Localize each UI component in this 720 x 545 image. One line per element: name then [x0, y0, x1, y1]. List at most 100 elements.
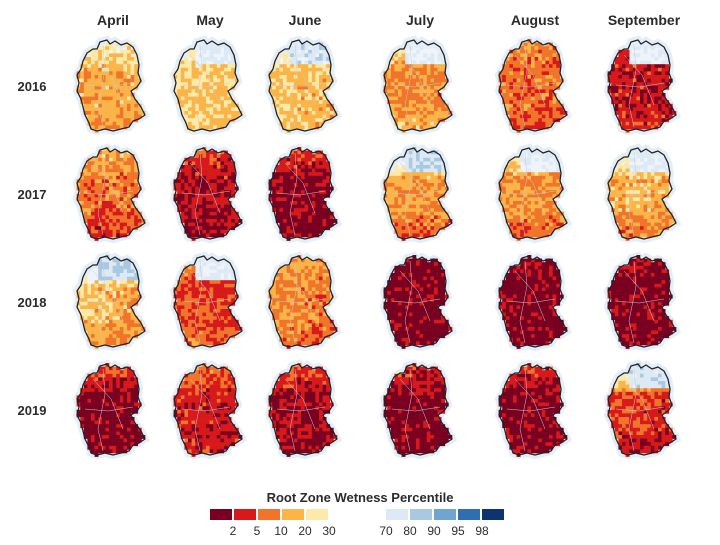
map-cell-pixel	[405, 60, 410, 65]
map-cell-pixel	[224, 323, 228, 328]
map-cell-pixel	[549, 49, 553, 54]
map-cell-pixel	[319, 229, 323, 234]
map-cell-pixel	[290, 67, 295, 72]
map-cell-pixel	[290, 226, 295, 231]
map-cell-pixel	[173, 85, 178, 90]
map-cell-pixel	[643, 219, 648, 223]
map-cell-pixel	[401, 168, 406, 173]
map-cell-pixel	[105, 157, 110, 162]
map-cell-pixel	[419, 85, 424, 90]
map-cell-pixel	[293, 168, 298, 173]
map-cell-pixel	[509, 111, 514, 115]
map-cell-pixel	[556, 111, 561, 115]
map-cell-pixel	[119, 183, 124, 187]
map-cell-pixel	[308, 208, 313, 213]
map-cell-pixel	[220, 67, 225, 72]
map-cell-pixel	[549, 222, 553, 227]
map-cell-pixel	[188, 280, 192, 285]
map-cell-pixel	[426, 161, 431, 166]
map-cell-pixel	[123, 226, 128, 231]
map-cell-pixel	[98, 287, 103, 292]
map-cell-pixel	[101, 208, 106, 213]
map-cell-pixel	[538, 175, 543, 180]
map-cell-pixel	[220, 168, 225, 173]
map-cell-pixel	[279, 269, 284, 274]
map-cell-pixel	[405, 222, 410, 227]
map-cell-pixel	[304, 179, 309, 184]
map-cell-pixel	[625, 82, 630, 87]
map-cell-pixel	[216, 179, 221, 184]
map-cell-pixel	[123, 93, 128, 97]
map-cell-pixel	[419, 100, 424, 105]
map-cell-pixel	[509, 204, 514, 209]
map-cell-pixel	[534, 78, 539, 83]
map-cell-pixel	[98, 258, 103, 263]
map-cell-pixel	[227, 103, 232, 108]
map-cell-pixel	[105, 219, 110, 223]
map-cell-pixel	[275, 280, 280, 285]
map-cell-pixel	[441, 100, 446, 105]
map-cell-pixel	[283, 276, 287, 281]
map-cell-pixel	[545, 75, 550, 79]
map-cell-pixel	[213, 283, 218, 288]
map-cell-pixel	[220, 89, 225, 94]
map-cell-pixel	[213, 211, 218, 216]
map-cell-pixel	[198, 312, 203, 317]
map-cell-pixel	[301, 175, 305, 180]
map-cell-pixel	[286, 197, 291, 202]
map-cell-pixel	[98, 175, 103, 180]
map-cell-pixel	[279, 273, 284, 277]
map-cell-pixel	[636, 118, 641, 123]
map-cell-pixel	[311, 175, 316, 180]
map-cell-pixel	[206, 57, 210, 61]
map-cell-pixel	[94, 226, 99, 231]
map-cell-pixel	[224, 186, 228, 191]
map-cell-pixel	[614, 57, 619, 61]
map-cell-pixel	[119, 114, 124, 119]
map-cell-pixel	[614, 208, 619, 213]
map-cell-pixel	[430, 96, 435, 101]
map-cell-pixel	[213, 107, 218, 112]
map-cell-pixel	[202, 157, 207, 162]
map-cell-pixel	[87, 67, 92, 72]
map-cell-pixel	[198, 64, 203, 69]
map-cell-pixel	[398, 222, 402, 227]
map-cell-pixel	[658, 85, 662, 90]
map-cell-pixel	[127, 204, 131, 209]
map-cell-pixel	[509, 57, 514, 61]
map-cell-pixel	[101, 294, 106, 299]
map-cell-pixel	[434, 71, 438, 76]
map-cell-pixel	[538, 107, 543, 112]
map-cell-pixel	[216, 165, 221, 169]
map-cell-pixel	[556, 57, 561, 61]
map-cell-pixel	[636, 233, 641, 238]
map-cell-pixel	[224, 316, 228, 321]
map-cell-pixel	[231, 82, 236, 87]
map-cell-pixel	[661, 215, 666, 220]
map-cell-pixel	[538, 78, 543, 83]
map-cell-pixel	[661, 82, 666, 87]
map-cell-pixel	[98, 165, 103, 169]
map-cell-pixel	[426, 215, 431, 220]
map-cell-pixel	[319, 190, 323, 195]
map-cell-pixel	[112, 291, 117, 295]
map-cell-pixel	[434, 93, 438, 97]
map-cell-pixel	[322, 172, 327, 177]
map-cell-pixel	[419, 211, 424, 216]
map-cell-pixel	[220, 71, 225, 76]
map-cell-pixel	[654, 168, 659, 173]
map-cell-pixel	[398, 201, 402, 205]
map-cell-pixel	[390, 71, 395, 76]
map-cell-pixel	[426, 125, 431, 130]
map-cell-pixel	[304, 100, 309, 105]
map-cell-pixel	[647, 78, 652, 83]
map-cell-pixel	[290, 219, 295, 223]
map-cell-pixel	[109, 229, 113, 234]
map-cell-pixel	[98, 330, 103, 335]
map-cell-pixel	[188, 103, 192, 108]
map-cell-pixel	[202, 78, 207, 83]
map-cell-pixel	[625, 125, 630, 130]
map-cell-pixel	[629, 172, 634, 177]
map-cell-pixel	[301, 204, 305, 209]
map-cell-pixel	[227, 280, 232, 285]
